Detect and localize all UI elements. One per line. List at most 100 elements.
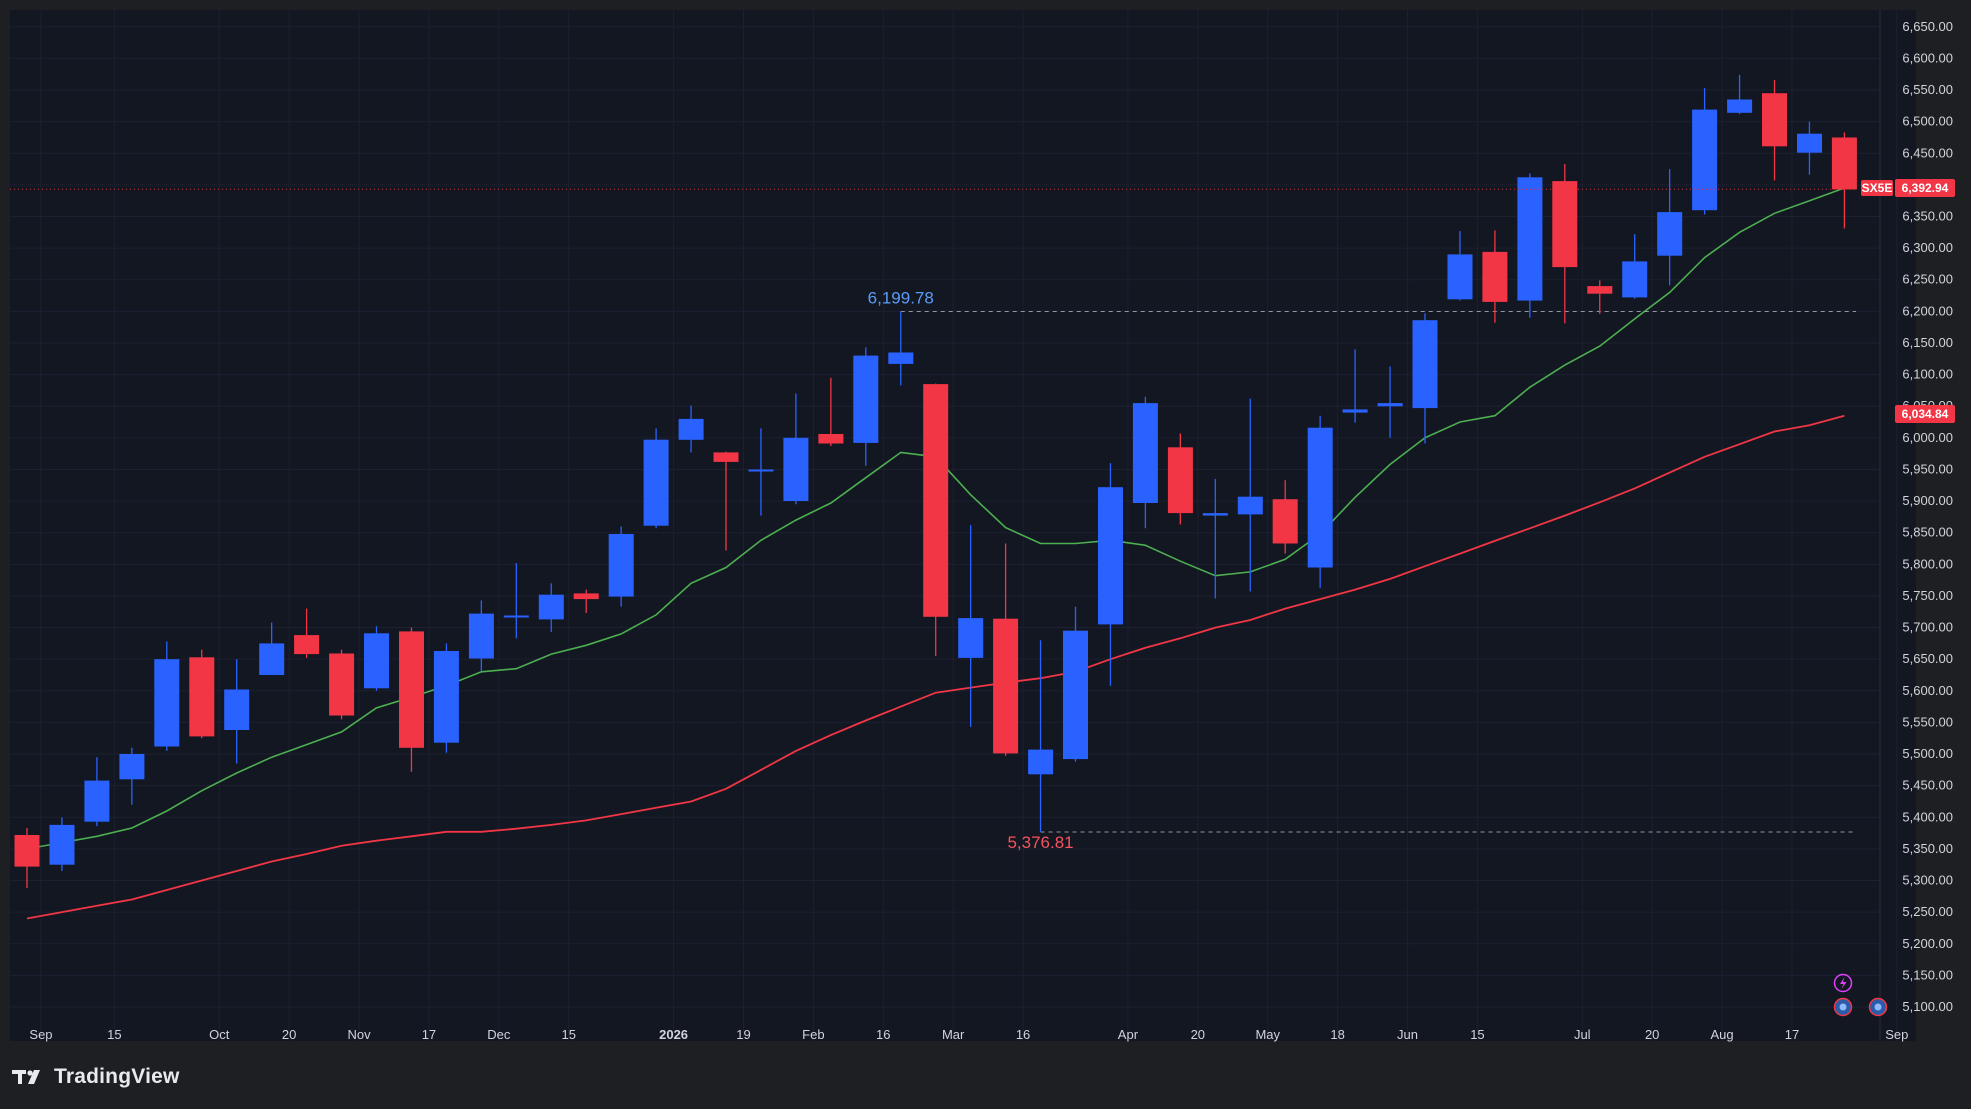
candle[interactable] (1552, 164, 1578, 324)
price-tick-label: 6,600.00 (1902, 50, 1953, 65)
candle[interactable] (1272, 480, 1298, 554)
candle[interactable] (1622, 234, 1648, 299)
last-price-tag: 6,392.94 (1902, 181, 1949, 195)
candle[interactable] (1307, 415, 1333, 588)
time-axis[interactable]: Sep 15 Oct 20 Nov 17 Dec 15 2026 19 Feb 16 Mar 16 Apr 2… (29, 1027, 1908, 1042)
price-tick-label: 5,550.00 (1902, 714, 1953, 729)
time-tick-label: Oct (209, 1027, 230, 1042)
candle[interactable] (1692, 88, 1718, 215)
candle[interactable] (433, 643, 459, 753)
candle[interactable] (154, 641, 180, 751)
price-tick-label: 5,900.00 (1902, 493, 1953, 508)
time-tick-label: Aug (1711, 1027, 1734, 1042)
candlestick-chart[interactable]: 6,199.78 5,376.81 5,100.00 5,150.00 5,200.0… (0, 0, 1971, 1051)
candle[interactable] (399, 627, 424, 772)
candle-body (1797, 133, 1822, 153)
candle[interactable] (1412, 313, 1438, 444)
lightning-icon[interactable] (1833, 973, 1853, 993)
candle[interactable] (1342, 349, 1368, 423)
ma-long-series (26, 414, 1845, 920)
price-tick-label: 5,100.00 (1902, 999, 1953, 1014)
footer: TradingView (0, 1051, 1971, 1109)
candle[interactable] (189, 649, 215, 739)
candle[interactable] (748, 428, 774, 516)
candle[interactable] (538, 583, 564, 632)
price-tick-label: 5,250.00 (1902, 904, 1953, 919)
candle[interactable] (818, 377, 844, 447)
price-tick-label: 5,650.00 (1902, 651, 1953, 666)
candle[interactable] (364, 626, 389, 691)
time-tick-label: Feb (802, 1027, 824, 1042)
candle[interactable] (14, 828, 40, 889)
candle-body (888, 352, 914, 364)
candle[interactable] (1762, 79, 1787, 181)
candle-body (49, 824, 75, 865)
candle-body (1552, 181, 1578, 268)
candle[interactable] (49, 817, 75, 872)
candle-body (748, 469, 774, 472)
event-icon[interactable] (1833, 997, 1853, 1017)
price-tick-label: 6,150.00 (1902, 335, 1953, 350)
candle[interactable] (84, 757, 110, 827)
brand[interactable]: TradingView (12, 1065, 180, 1089)
candle[interactable] (1063, 606, 1088, 762)
time-tick-label: 15 (561, 1027, 575, 1042)
candle[interactable] (503, 563, 529, 639)
candle[interactable] (1482, 230, 1508, 323)
candle[interactable] (1657, 169, 1683, 286)
candle[interactable] (853, 347, 879, 466)
candle-body (818, 434, 844, 444)
candle-body (364, 633, 389, 689)
candle[interactable] (468, 600, 494, 672)
candle-body (1098, 487, 1123, 625)
candle[interactable] (1028, 640, 1054, 832)
price-tick-label: 6,100.00 (1902, 367, 1953, 382)
price-tick-label: 6,000.00 (1902, 430, 1953, 445)
candle[interactable] (1517, 173, 1543, 318)
candle[interactable] (888, 311, 914, 386)
plot-area[interactable] (10, 10, 1916, 1041)
candle[interactable] (1202, 478, 1228, 599)
candles-group[interactable] (14, 74, 1857, 889)
candle[interactable] (1377, 366, 1403, 438)
candle-body (14, 835, 40, 867)
candle[interactable] (608, 526, 634, 607)
price-tick-label: 6,450.00 (1902, 145, 1953, 160)
candle[interactable] (1237, 398, 1263, 592)
candle[interactable] (573, 589, 599, 614)
candle[interactable] (1831, 132, 1857, 229)
brand-name: TradingView (54, 1065, 180, 1088)
candle-body (84, 780, 110, 822)
candle-body (1377, 403, 1403, 407)
candle-body (853, 355, 879, 443)
candle[interactable] (678, 405, 704, 453)
candle[interactable] (1098, 463, 1123, 686)
candle[interactable] (119, 747, 145, 805)
price-axis[interactable]: 5,100.00 5,150.00 5,200.00 5,250.00 5,300.00… (1902, 19, 1953, 1014)
candle[interactable] (713, 451, 739, 551)
event-icon[interactable] (1868, 997, 1888, 1017)
candle[interactable] (1167, 433, 1193, 525)
candle[interactable] (1797, 121, 1822, 175)
price-tick-label: 5,850.00 (1902, 525, 1953, 540)
price-tick-label: 5,400.00 (1902, 809, 1953, 824)
candle[interactable] (1727, 74, 1753, 115)
candle[interactable] (224, 659, 250, 764)
candle[interactable] (923, 383, 949, 657)
candle[interactable] (1447, 231, 1473, 301)
candle[interactable] (1587, 280, 1613, 314)
candle[interactable] (783, 393, 809, 505)
candle[interactable] (643, 428, 669, 529)
candle[interactable] (294, 608, 320, 658)
candle[interactable] (993, 543, 1019, 756)
candle[interactable] (329, 649, 355, 720)
time-tick-label: 18 (1330, 1027, 1344, 1042)
price-tick-label: 5,500.00 (1902, 746, 1953, 761)
candle[interactable] (958, 525, 984, 727)
candle-body (1342, 409, 1368, 413)
chart-icons[interactable] (1833, 973, 1888, 1017)
candle[interactable] (1132, 396, 1158, 529)
candle-body (189, 657, 215, 737)
candle[interactable] (259, 622, 285, 675)
